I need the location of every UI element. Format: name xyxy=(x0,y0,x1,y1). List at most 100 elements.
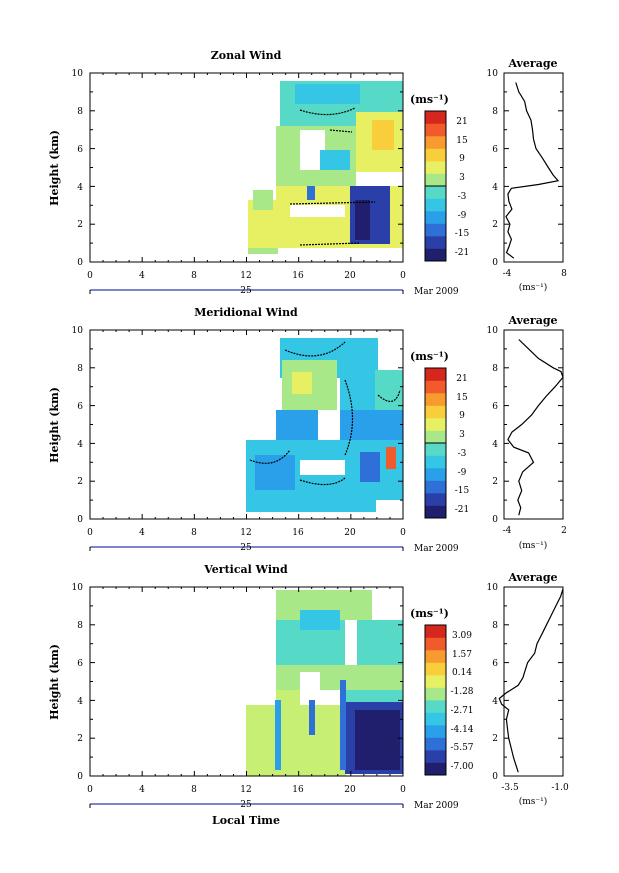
vertical-cells xyxy=(309,700,315,735)
meridional-xaxis: 0 4 8 12 16 20 0 25 Mar 2009 xyxy=(87,528,459,554)
zonal-cells xyxy=(253,190,273,210)
vertical-date-label: 25 xyxy=(240,800,252,810)
zonal-cells xyxy=(372,120,394,150)
meridional-title: Meridional Wind xyxy=(194,306,298,319)
vertical-profile-ytick: 2 xyxy=(492,734,498,744)
zonal-date-label: 25 xyxy=(240,286,252,296)
meridional-xtick: 12 xyxy=(240,528,251,538)
zonal-xtick: 0 xyxy=(87,271,93,281)
colorbar-swatch xyxy=(425,368,446,381)
colorbar-swatch xyxy=(425,173,446,187)
vertical-cells xyxy=(276,665,403,690)
meridional-date-label: 25 xyxy=(240,543,252,553)
vertical-xtick: 4 xyxy=(139,785,145,795)
zonal-cells xyxy=(355,200,370,240)
colorbar-frame xyxy=(424,624,447,776)
zonal-cb-tick: -15 xyxy=(455,229,470,239)
zonal-ylabel: Height (km) xyxy=(48,130,61,206)
vertical-profile-ytick: 4 xyxy=(492,697,498,707)
vertical-ytick: 10 xyxy=(72,583,84,593)
zonal-title: Zonal Wind xyxy=(211,49,282,62)
colorbar-swatch xyxy=(425,198,446,212)
colorbar-swatch xyxy=(425,687,446,701)
meridional-colorbar: (ms⁻¹) 21 15 9 3 -3 -9 -15 -21 xyxy=(410,350,470,519)
vertical-ylabel: Height (km) xyxy=(48,644,61,720)
colorbar-swatch xyxy=(425,380,446,394)
zonal-xtick: 4 xyxy=(139,271,145,281)
colorbar-swatch xyxy=(425,111,446,124)
zonal-colorbar: (ms⁻¹) 21 15 9 3 -3 -9 -15 -21 xyxy=(410,93,470,262)
zonal-cb-tick: 9 xyxy=(459,154,465,164)
meridional-cb-tick: -3 xyxy=(458,449,467,459)
meridional-profile: Average 0 2 4 6 8 10 -4 2 (ms⁻¹) xyxy=(487,314,567,551)
vertical-month-label: Mar 2009 xyxy=(414,801,459,811)
meridional-ylabel: Height (km) xyxy=(48,387,61,463)
meridional-yaxis: 0 2 4 6 8 10 xyxy=(72,326,84,525)
meridional-wind-panel: Meridional Wind Height (km) 0 2 4 6 8 xyxy=(48,306,567,554)
zonal-profile-ytick: 10 xyxy=(487,69,499,79)
vertical-profile-xtick: -1.0 xyxy=(551,783,569,793)
vertical-title: Vertical Wind xyxy=(203,563,288,576)
meridional-cells xyxy=(375,370,403,415)
meridional-cb-tick: 9 xyxy=(459,411,465,421)
colorbar-swatch xyxy=(425,712,446,726)
vertical-cb-tick: -2.71 xyxy=(450,706,473,716)
meridional-heatmap xyxy=(90,330,403,519)
meridional-profile-ytick: 0 xyxy=(492,515,498,525)
vertical-xtick: 12 xyxy=(240,785,251,795)
colorbar-swatch xyxy=(425,650,446,663)
colorbar-swatch xyxy=(425,430,446,444)
vertical-heatmap xyxy=(90,587,403,776)
meridional-profile-frame xyxy=(503,329,564,520)
meridional-cb-tick: -9 xyxy=(458,468,467,478)
colorbar-swatch xyxy=(425,123,446,137)
meridional-colorbar-unit: (ms⁻¹) xyxy=(410,350,449,363)
colorbar-swatch xyxy=(425,625,446,638)
meridional-cells xyxy=(246,500,376,512)
zonal-xaxis: 0 4 8 12 16 20 0 25 Mar 2009 xyxy=(87,271,459,297)
vertical-ytick: 8 xyxy=(77,621,83,631)
vertical-profile-ytick: 10 xyxy=(487,583,499,593)
colorbar-swatch xyxy=(425,418,446,431)
zonal-xtick: 0 xyxy=(400,271,406,281)
zonal-cb-tick: -3 xyxy=(458,192,467,202)
meridional-profile-ytick: 8 xyxy=(492,364,498,374)
vertical-wind-panel: Vertical Wind Height (km) 0 2 4 6 8 xyxy=(48,563,569,827)
vertical-cells xyxy=(246,705,346,776)
zonal-yaxis: 0 2 4 6 8 10 xyxy=(72,69,84,268)
zonal-month-label: Mar 2009 xyxy=(414,287,459,297)
vertical-cells xyxy=(345,620,357,665)
meridional-cb-tick: 21 xyxy=(456,374,467,384)
zonal-ytick: 2 xyxy=(77,220,83,230)
vertical-xtick: 16 xyxy=(292,785,304,795)
vertical-colorbar-unit: (ms⁻¹) xyxy=(410,607,449,620)
colorbar-swatch xyxy=(425,637,446,651)
vertical-xlabel: Local Time xyxy=(212,814,280,827)
vertical-xaxis: 0 4 8 12 16 20 0 25 Mar 2009 Local Time xyxy=(87,785,459,827)
meridional-cb-tick: 3 xyxy=(459,430,465,440)
meridional-cb-tick: -21 xyxy=(455,505,470,515)
vertical-cells xyxy=(345,690,403,702)
meridional-cells xyxy=(300,460,345,475)
vertical-cells xyxy=(275,700,281,770)
colorbar-swatch xyxy=(425,493,446,506)
colorbar-swatch xyxy=(425,248,446,262)
colorbar-swatch xyxy=(425,443,446,456)
meridional-cells xyxy=(292,372,312,394)
meridional-xtick: 8 xyxy=(191,528,197,538)
vertical-cells xyxy=(340,680,346,770)
vertical-cb-tick: -4.14 xyxy=(450,725,473,735)
meridional-xtick: 0 xyxy=(400,528,406,538)
vertical-ytick: 0 xyxy=(77,772,83,782)
zonal-profile-ytick: 2 xyxy=(492,220,498,230)
vertical-ytick: 2 xyxy=(77,734,83,744)
zonal-cb-tick: -21 xyxy=(455,248,470,258)
vertical-xtick: 0 xyxy=(400,785,406,795)
colorbar-swatch xyxy=(425,725,446,738)
vertical-profile-xlabel: (ms⁻¹) xyxy=(519,796,548,807)
vertical-profile-ytick: 8 xyxy=(492,621,498,631)
meridional-cells xyxy=(386,447,396,469)
colorbar-swatch xyxy=(425,468,446,481)
zonal-profile-ytick: 0 xyxy=(492,258,498,268)
